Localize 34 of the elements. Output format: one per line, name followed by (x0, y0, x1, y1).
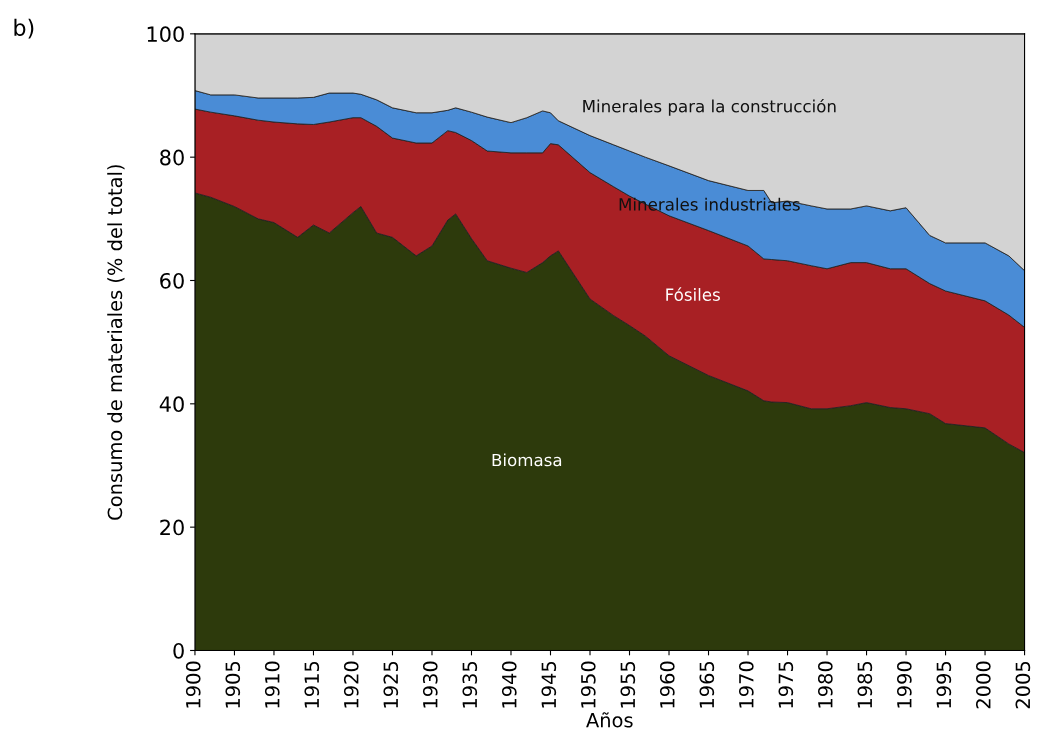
y-tick-label: 0 (173, 642, 184, 659)
y-axis-title: Consumo de materiales (% del total) (107, 165, 125, 520)
y-tick-label: 20 (160, 519, 184, 536)
x-tick-label: 1905 (225, 661, 241, 708)
x-tick-label: 1960 (659, 661, 675, 708)
x-tick-label: 1900 (185, 661, 201, 708)
text: b) (14, 18, 34, 39)
x-tick-label: 1995 (936, 661, 952, 708)
x-tick-label: 1975 (778, 661, 794, 708)
x-tick-label: 1985 (857, 661, 873, 708)
x-tick-label: 1915 (304, 661, 320, 708)
x-tick-label: 1965 (699, 661, 715, 708)
x-tick-label: 1970 (738, 661, 754, 708)
x-tick-label: 1980 (817, 661, 833, 708)
x-tick-label: 1925 (383, 661, 399, 708)
x-tick-label: 1945 (541, 661, 557, 708)
x-tick-label: 2000 (975, 661, 991, 709)
y-tick-label: 100 (147, 26, 184, 43)
x-tick-label: 1930 (422, 661, 438, 708)
series-label: Minerales para la construcción (583, 98, 836, 116)
x-tick-label: 1950 (580, 661, 596, 708)
x-tick-label: 1955 (620, 661, 636, 708)
series-label: Fósiles (666, 287, 720, 301)
x-tick-label: 1910 (264, 661, 280, 708)
x-tick-label: 1940 (501, 661, 517, 708)
y-tick-label: 40 (159, 396, 184, 413)
x-tick-label: 1990 (896, 661, 912, 708)
y-tick-label: 60 (160, 272, 184, 289)
x-tick-label: 1935 (462, 661, 478, 708)
series-label: Biomasa (492, 453, 562, 467)
y-tick-label: 80 (160, 149, 184, 166)
x-tick-label: 2005 (1015, 661, 1031, 709)
x-axis-title: Años (586, 712, 633, 728)
x-tick-label: 1920 (343, 661, 359, 708)
